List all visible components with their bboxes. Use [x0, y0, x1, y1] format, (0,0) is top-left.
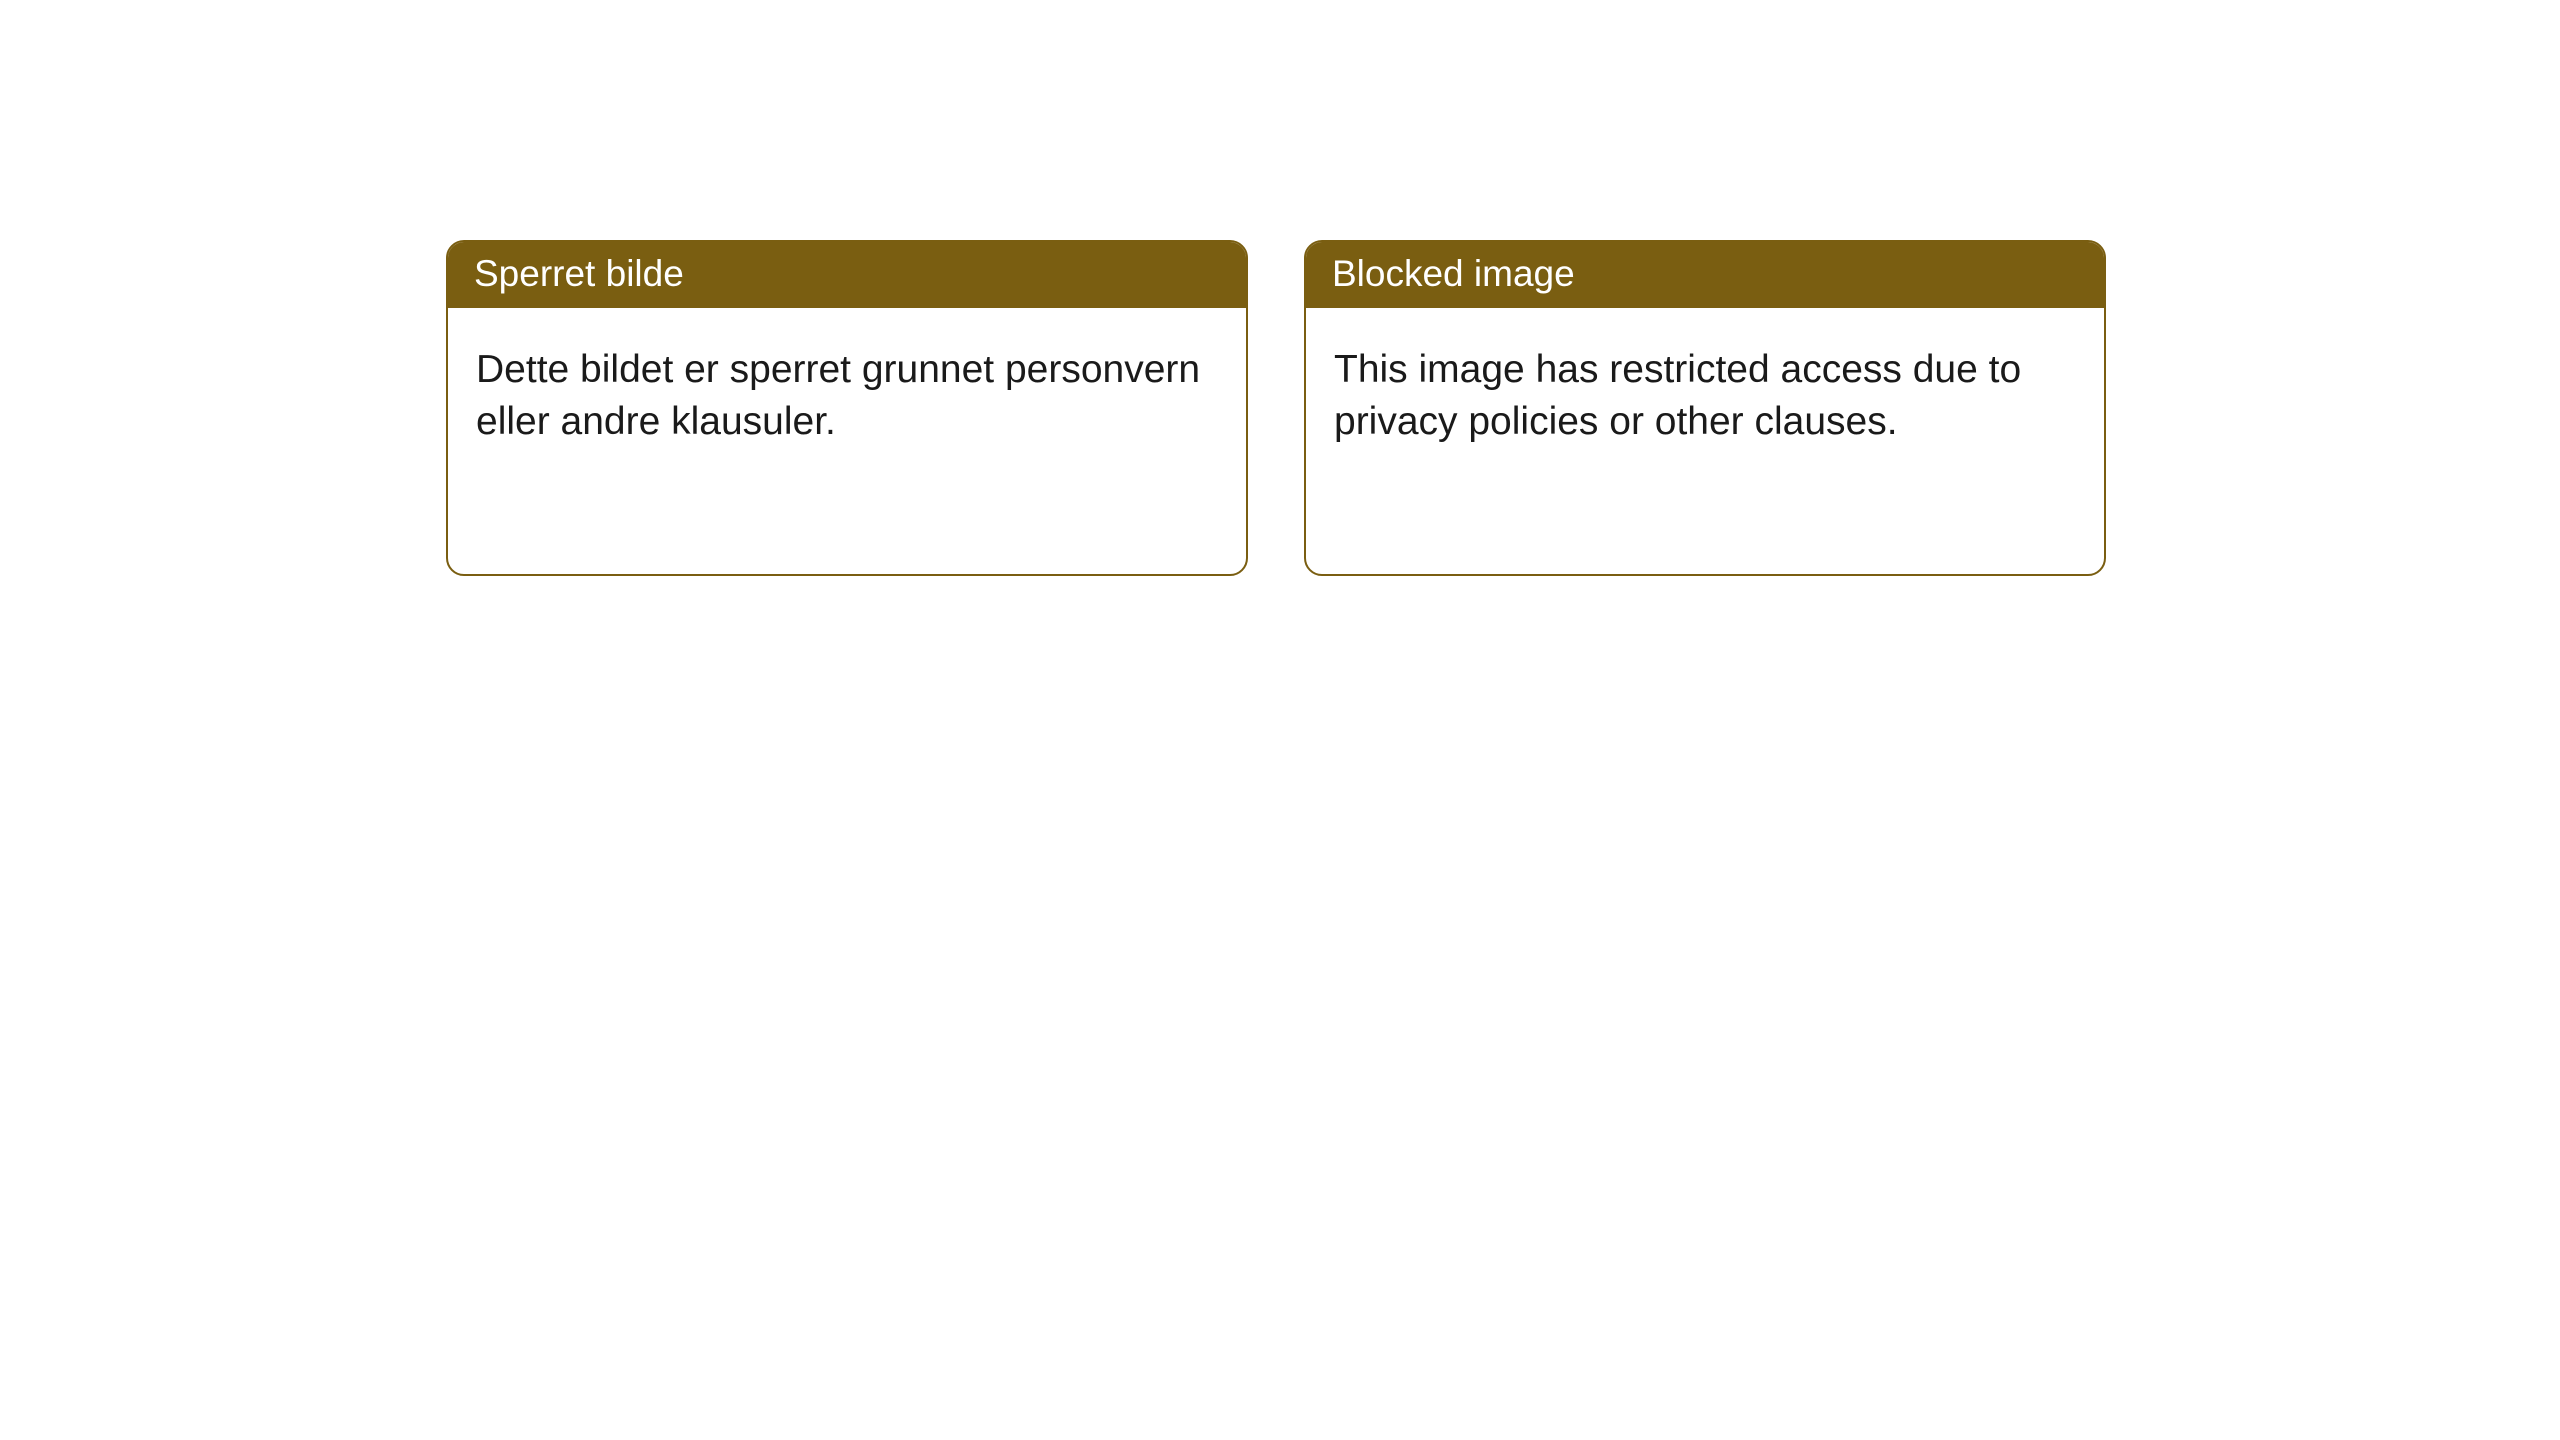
- notice-card-title: Blocked image: [1306, 242, 2104, 308]
- notice-card-body: Dette bildet er sperret grunnet personve…: [448, 308, 1246, 476]
- notice-card-en: Blocked image This image has restricted …: [1304, 240, 2106, 576]
- notice-container: Sperret bilde Dette bildet er sperret gr…: [0, 0, 2560, 576]
- notice-card-no: Sperret bilde Dette bildet er sperret gr…: [446, 240, 1248, 576]
- notice-card-body: This image has restricted access due to …: [1306, 308, 2104, 476]
- notice-card-title: Sperret bilde: [448, 242, 1246, 308]
